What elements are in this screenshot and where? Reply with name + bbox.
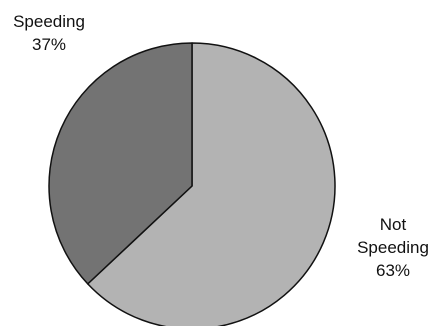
pie-slice-not-speeding bbox=[87, 42, 336, 326]
label-speeding-line-1: Speeding bbox=[13, 12, 85, 31]
label-not-speeding-percent: 63% bbox=[376, 261, 410, 280]
label-not-speeding: Not Speeding 63% bbox=[357, 215, 429, 280]
label-speeding-percent: 37% bbox=[32, 35, 66, 54]
pie-slices bbox=[48, 42, 336, 326]
label-speeding: Speeding 37% bbox=[13, 12, 85, 54]
label-not-speeding-line-1: Not bbox=[380, 215, 407, 234]
label-not-speeding-line-2: Speeding bbox=[357, 238, 429, 257]
pie-slice-speeding bbox=[48, 42, 193, 285]
